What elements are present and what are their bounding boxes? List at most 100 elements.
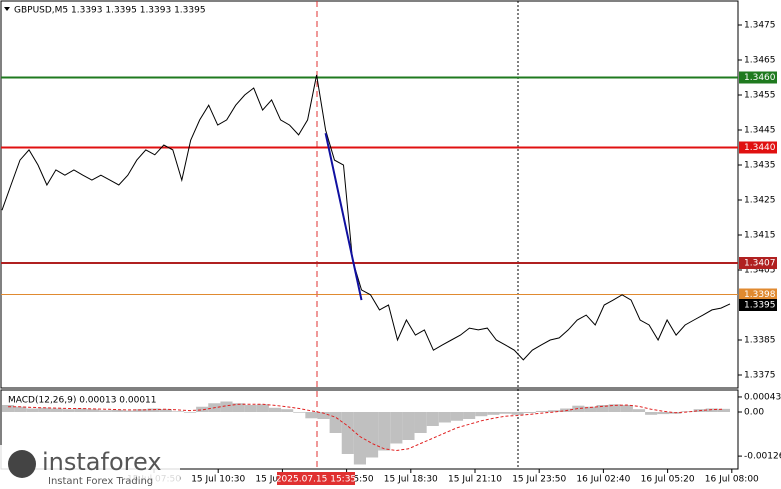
macd-bar <box>499 412 512 414</box>
x-tick-label: 15 Jul 21:10 <box>448 475 502 485</box>
cursor-time-label: 2025.07.15 15:35 <box>276 475 356 485</box>
x-tick-label: 16 Jul 02:40 <box>576 475 630 485</box>
macd-bar <box>487 412 500 415</box>
macd-bar <box>232 403 245 412</box>
macd-bar <box>123 410 136 412</box>
macd-bar <box>353 412 366 465</box>
y-tick-label: 1.3475 <box>744 21 776 31</box>
level-label-bg <box>739 141 777 154</box>
macd-bar <box>572 405 585 412</box>
macd-bar <box>681 411 694 412</box>
logo-name: instaforex <box>42 448 162 476</box>
x-tick-label: 15 Jul 18:30 <box>384 475 438 485</box>
macd-bar <box>548 410 561 412</box>
macd-bar <box>523 412 536 414</box>
current-price-label: 1.3395 <box>744 301 776 311</box>
level-label: 1.3460 <box>744 73 776 83</box>
macd-bar <box>463 412 476 419</box>
macd-y-tick-label: 0.00043 <box>744 392 781 402</box>
y-tick-label: 1.3455 <box>744 91 776 101</box>
macd-bar <box>111 409 124 412</box>
macd-bar <box>475 412 488 417</box>
macd-bar <box>184 412 197 413</box>
macd-bar <box>99 410 112 412</box>
level-label-bg <box>739 257 777 269</box>
macd-bar <box>366 412 379 458</box>
macd-bar <box>268 407 282 412</box>
menu-arrow <box>4 7 10 11</box>
macd-bar <box>608 404 621 412</box>
x-tick-label: 15 Jul 23:50 <box>512 475 566 485</box>
macd-bar <box>281 409 294 412</box>
macd-bar <box>511 412 524 415</box>
macd-title: MACD(12,26,9) 0.00013 0.00011 <box>8 396 157 406</box>
macd-bar <box>74 408 87 412</box>
macd-y-tick-label: -0.00126 <box>744 452 781 462</box>
macd-bar <box>378 412 391 451</box>
macd-bar <box>196 406 209 412</box>
cursor-time-bg <box>277 472 355 485</box>
macd-bar <box>62 409 75 412</box>
macd-bar <box>14 406 27 412</box>
level-label: 1.3407 <box>744 259 776 269</box>
macd-bar <box>86 409 100 412</box>
macd-bar <box>438 412 451 423</box>
macd-bar <box>645 412 658 415</box>
macd-bar <box>390 412 403 444</box>
macd-bar <box>171 411 184 412</box>
y-tick-label: 1.3465 <box>744 56 776 66</box>
macd-bar <box>329 412 342 433</box>
macd-bar <box>147 408 160 412</box>
x-tick-label: 16 Jul 05:20 <box>641 475 695 485</box>
macd-bar <box>705 408 718 412</box>
logo-tagline: Instant Forex Trading <box>48 476 153 487</box>
macd-bar <box>244 405 257 412</box>
y-tick-label: 1.3405 <box>744 266 776 276</box>
macd-bar <box>450 412 464 421</box>
signal-line <box>8 403 724 452</box>
macd-bar <box>341 412 354 454</box>
y-tick-label: 1.3425 <box>744 196 776 206</box>
y-tick-label: 1.3385 <box>744 336 776 346</box>
macd-bar <box>2 405 15 412</box>
x-tick-label: 15 Jul 10:30 <box>191 475 245 485</box>
level-label: 1.3440 <box>744 143 776 153</box>
logo-icon <box>8 450 36 478</box>
macd-bar <box>256 404 269 412</box>
logo: instaforex Instant Forex Trading <box>0 445 180 489</box>
macd-bar <box>620 405 633 412</box>
level-label-bg <box>739 71 777 84</box>
macd-bar <box>38 407 51 412</box>
level-label: 1.3398 <box>744 290 776 300</box>
y-tick-label: 1.3435 <box>744 161 776 171</box>
macd-bar <box>657 412 670 415</box>
macd-bar <box>402 412 415 440</box>
macd-bar <box>632 409 646 412</box>
macd-bar <box>426 412 439 426</box>
macd-bar <box>584 406 597 412</box>
macd-bar <box>317 412 330 419</box>
macd-bar <box>414 412 427 433</box>
macd-bar <box>717 408 730 412</box>
price-line <box>1 74 731 361</box>
macd-bar <box>535 410 548 412</box>
macd-panel <box>0 389 739 470</box>
macd-bar <box>50 408 63 412</box>
macd-bar <box>305 412 318 419</box>
trend-line <box>324 132 363 301</box>
x-tick-label: 16 Jul 08:00 <box>705 475 759 485</box>
y-tick-label: 1.3375 <box>744 371 776 381</box>
macd-bar <box>159 409 172 412</box>
chart-title: GBPUSD,M5 1.3393 1.3395 1.3393 1.3395 <box>14 6 206 16</box>
y-tick-label: 1.3415 <box>744 231 776 241</box>
y-tick-label: 1.3445 <box>744 126 776 136</box>
macd-bar <box>220 401 233 412</box>
level-label-bg <box>739 288 777 301</box>
macd-bar <box>26 408 39 412</box>
macd-bar <box>135 409 148 412</box>
current-price-bg <box>739 299 777 311</box>
macd-y-tick-label: 0.00 <box>744 408 764 418</box>
macd-bar <box>596 405 609 412</box>
